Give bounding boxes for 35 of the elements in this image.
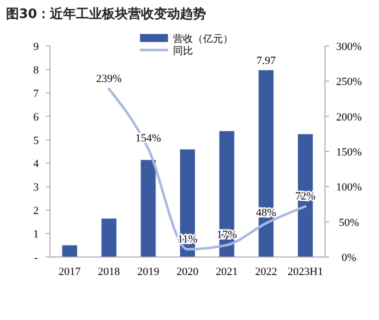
- bar: [62, 245, 78, 257]
- data-label: 154%: [135, 132, 162, 145]
- y2-tick-label: 50%: [338, 216, 360, 229]
- chart-title: 图30：近年工业板块营收变动趋势: [6, 6, 206, 22]
- bar: [140, 160, 156, 257]
- x-tick-label: 2022: [255, 266, 278, 278]
- y2-tick-label: 200%: [336, 111, 362, 124]
- y-tick-label: 4: [33, 158, 40, 170]
- bar: [298, 134, 313, 257]
- data-label: 7.97: [256, 55, 276, 68]
- bar: [101, 218, 116, 257]
- legend-label: 同比: [173, 45, 193, 57]
- y-tick-label: -: [34, 252, 38, 264]
- x-tick-label: 2020: [176, 266, 199, 278]
- y-tick-label: 9: [33, 41, 40, 53]
- y2-tick-label: 150%: [336, 146, 362, 158]
- x-tick-label: 2017: [58, 266, 82, 278]
- y2-tick-label: 0%: [342, 252, 356, 264]
- bar: [219, 131, 234, 257]
- x-tick-label: 2023H1: [288, 266, 324, 278]
- data-label: 239%: [96, 72, 122, 85]
- y2-tick-label: 100%: [336, 182, 362, 194]
- y-tick-label: 8: [33, 64, 40, 76]
- y2-tick-label: 250%: [336, 76, 362, 88]
- x-tick-label: 2019: [137, 266, 160, 278]
- y2-tick-label: 300%: [336, 41, 362, 53]
- y-tick-label: 3: [33, 182, 40, 194]
- x-tick-label: 2018: [98, 266, 120, 278]
- y-tick-label: 7: [33, 88, 40, 100]
- legend-label: 营收（亿元）: [173, 33, 233, 45]
- y-tick-label: 2: [33, 205, 39, 218]
- y-tick-label: 1: [33, 228, 39, 241]
- x-tick-label: 2021: [216, 266, 238, 278]
- y-tick-label: 6: [33, 111, 40, 124]
- y-tick-label: 5: [33, 134, 40, 147]
